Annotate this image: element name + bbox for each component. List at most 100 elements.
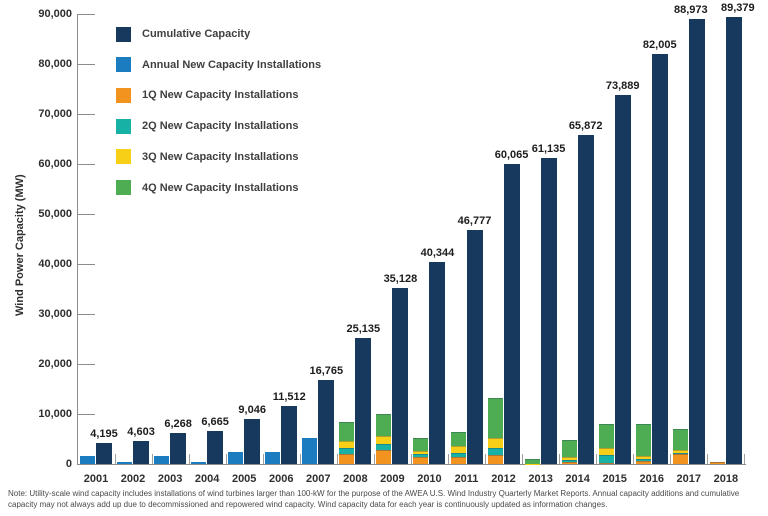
annual-installations-bar bbox=[191, 462, 207, 464]
x-axis-separator bbox=[670, 454, 672, 464]
x-axis-year-label: 2014 bbox=[565, 473, 590, 485]
y-tick-label: 20,000 bbox=[38, 358, 72, 370]
4q-installations-segment bbox=[672, 429, 688, 450]
x-axis-year-label: 2006 bbox=[269, 473, 294, 485]
annual-installations-bar bbox=[302, 438, 318, 464]
legend-swatch-icon bbox=[116, 118, 131, 134]
1q-installations-segment bbox=[413, 457, 429, 464]
x-axis-year-label: 2001 bbox=[83, 473, 109, 485]
y-tick-label: 70,000 bbox=[38, 108, 72, 120]
annual-installations-bar bbox=[228, 452, 244, 464]
2q-installations-segment bbox=[376, 444, 392, 450]
legend-label: Cumulative Capacity bbox=[142, 28, 251, 40]
x-axis-year-label: 2002 bbox=[120, 473, 146, 485]
y-tick-label: 50,000 bbox=[38, 208, 72, 220]
legend-item: 4Q New Capacity Installations bbox=[116, 180, 299, 196]
1q-installations-segment bbox=[561, 461, 577, 464]
cumulative-capacity-bar bbox=[133, 440, 150, 464]
y-tick-mark bbox=[78, 314, 95, 315]
legend-label: Annual New Capacity Installations bbox=[142, 58, 322, 71]
4q-installations-segment bbox=[487, 397, 503, 438]
cumulative-capacity-bar bbox=[244, 418, 261, 464]
x-axis-separator bbox=[707, 454, 709, 464]
2q-installations-segment bbox=[635, 459, 651, 461]
x-axis-separator bbox=[410, 454, 412, 464]
x-axis-year-label: 2011 bbox=[454, 473, 479, 485]
3q-installations-segment bbox=[450, 446, 466, 453]
1q-installations-segment bbox=[709, 462, 725, 464]
x-axis-year-label: 2009 bbox=[380, 473, 405, 485]
bar-value-label: 6,268 bbox=[164, 417, 192, 430]
x-axis-separator bbox=[336, 454, 338, 464]
annual-installations-bar bbox=[80, 455, 95, 464]
legend-item: Cumulative Capacity bbox=[116, 26, 250, 42]
3q-installations-segment bbox=[524, 463, 540, 464]
bar-value-label: 82,005 bbox=[642, 38, 677, 51]
bar-value-label: 4,603 bbox=[127, 425, 155, 438]
y-tick-mark bbox=[78, 414, 95, 415]
3q-installations-segment bbox=[487, 438, 503, 448]
cumulative-capacity-bar bbox=[318, 380, 335, 464]
x-axis-year-label: 2008 bbox=[343, 473, 368, 485]
x-axis-year-label: 2016 bbox=[639, 473, 664, 485]
x-axis-separator bbox=[188, 454, 190, 464]
4q-installations-segment bbox=[524, 458, 540, 464]
4q-installations-segment bbox=[561, 440, 577, 457]
bar-value-label: 61,135 bbox=[531, 143, 566, 156]
4q-installations-segment bbox=[413, 438, 429, 451]
4q-installations-segment bbox=[376, 414, 392, 436]
y-axis-line bbox=[77, 14, 78, 464]
2q-installations-segment bbox=[339, 447, 355, 454]
3q-installations-segment bbox=[376, 435, 392, 444]
2q-installations-segment bbox=[413, 453, 429, 457]
annual-installations-bar bbox=[265, 451, 281, 464]
bar-value-label: 6,665 bbox=[201, 415, 229, 428]
bar-value-label: 73,889 bbox=[605, 79, 640, 92]
x-axis-year-label: 2018 bbox=[713, 473, 739, 485]
3q-installations-segment bbox=[339, 440, 355, 448]
cumulative-capacity-bar bbox=[96, 443, 112, 464]
y-tick-mark bbox=[78, 14, 95, 15]
3q-installations-segment bbox=[413, 450, 429, 454]
x-axis-separator bbox=[522, 454, 524, 464]
x-axis-year-label: 2004 bbox=[194, 473, 220, 485]
bar-value-label: 40,344 bbox=[420, 247, 455, 260]
bar-value-label: 11,512 bbox=[272, 391, 306, 404]
bar-value-label: 88,973 bbox=[673, 4, 708, 17]
cumulative-capacity-bar bbox=[429, 262, 446, 464]
4q-installations-segment bbox=[450, 431, 466, 446]
2q-installations-segment bbox=[598, 455, 614, 463]
legend-label: 4Q New Capacity Installations bbox=[142, 181, 299, 194]
y-tick-mark bbox=[78, 164, 95, 165]
bar-value-label: 89,379 bbox=[721, 2, 755, 15]
annual-installations-bar bbox=[154, 455, 170, 464]
cumulative-capacity-bar bbox=[614, 94, 631, 464]
x-axis-year-label: 2015 bbox=[602, 473, 627, 485]
legend-swatch-icon bbox=[116, 87, 131, 103]
x-axis-year-label: 2013 bbox=[528, 473, 553, 485]
cumulative-capacity-bar bbox=[503, 163, 520, 464]
y-tick-label: 90,000 bbox=[38, 8, 72, 20]
x-axis-separator bbox=[262, 454, 264, 464]
y-tick-label: 40,000 bbox=[38, 258, 72, 270]
x-axis-separator bbox=[373, 454, 375, 464]
bar-value-label: 60,065 bbox=[494, 148, 529, 161]
cumulative-capacity-bar bbox=[170, 432, 187, 464]
y-tick-label: 10,000 bbox=[38, 408, 72, 420]
legend-label: 1Q New Capacity Installations bbox=[142, 89, 299, 102]
x-axis-year-label: 2007 bbox=[306, 473, 331, 485]
x-axis-year-label: 2012 bbox=[491, 473, 516, 485]
legend-label: 2Q New Capacity Installations bbox=[142, 120, 299, 133]
x-axis-separator bbox=[448, 454, 449, 464]
cumulative-capacity-bar bbox=[355, 338, 372, 464]
y-tick-mark bbox=[78, 114, 95, 115]
bar-value-label: 9,046 bbox=[238, 403, 266, 416]
bar-value-label: 46,777 bbox=[457, 215, 492, 228]
3q-installations-segment bbox=[598, 447, 614, 455]
y-tick-mark bbox=[78, 214, 95, 215]
cumulative-capacity-bar bbox=[207, 430, 224, 464]
3q-installations-segment bbox=[672, 450, 688, 453]
4q-installations-segment bbox=[598, 424, 614, 448]
3q-installations-segment bbox=[561, 457, 577, 460]
